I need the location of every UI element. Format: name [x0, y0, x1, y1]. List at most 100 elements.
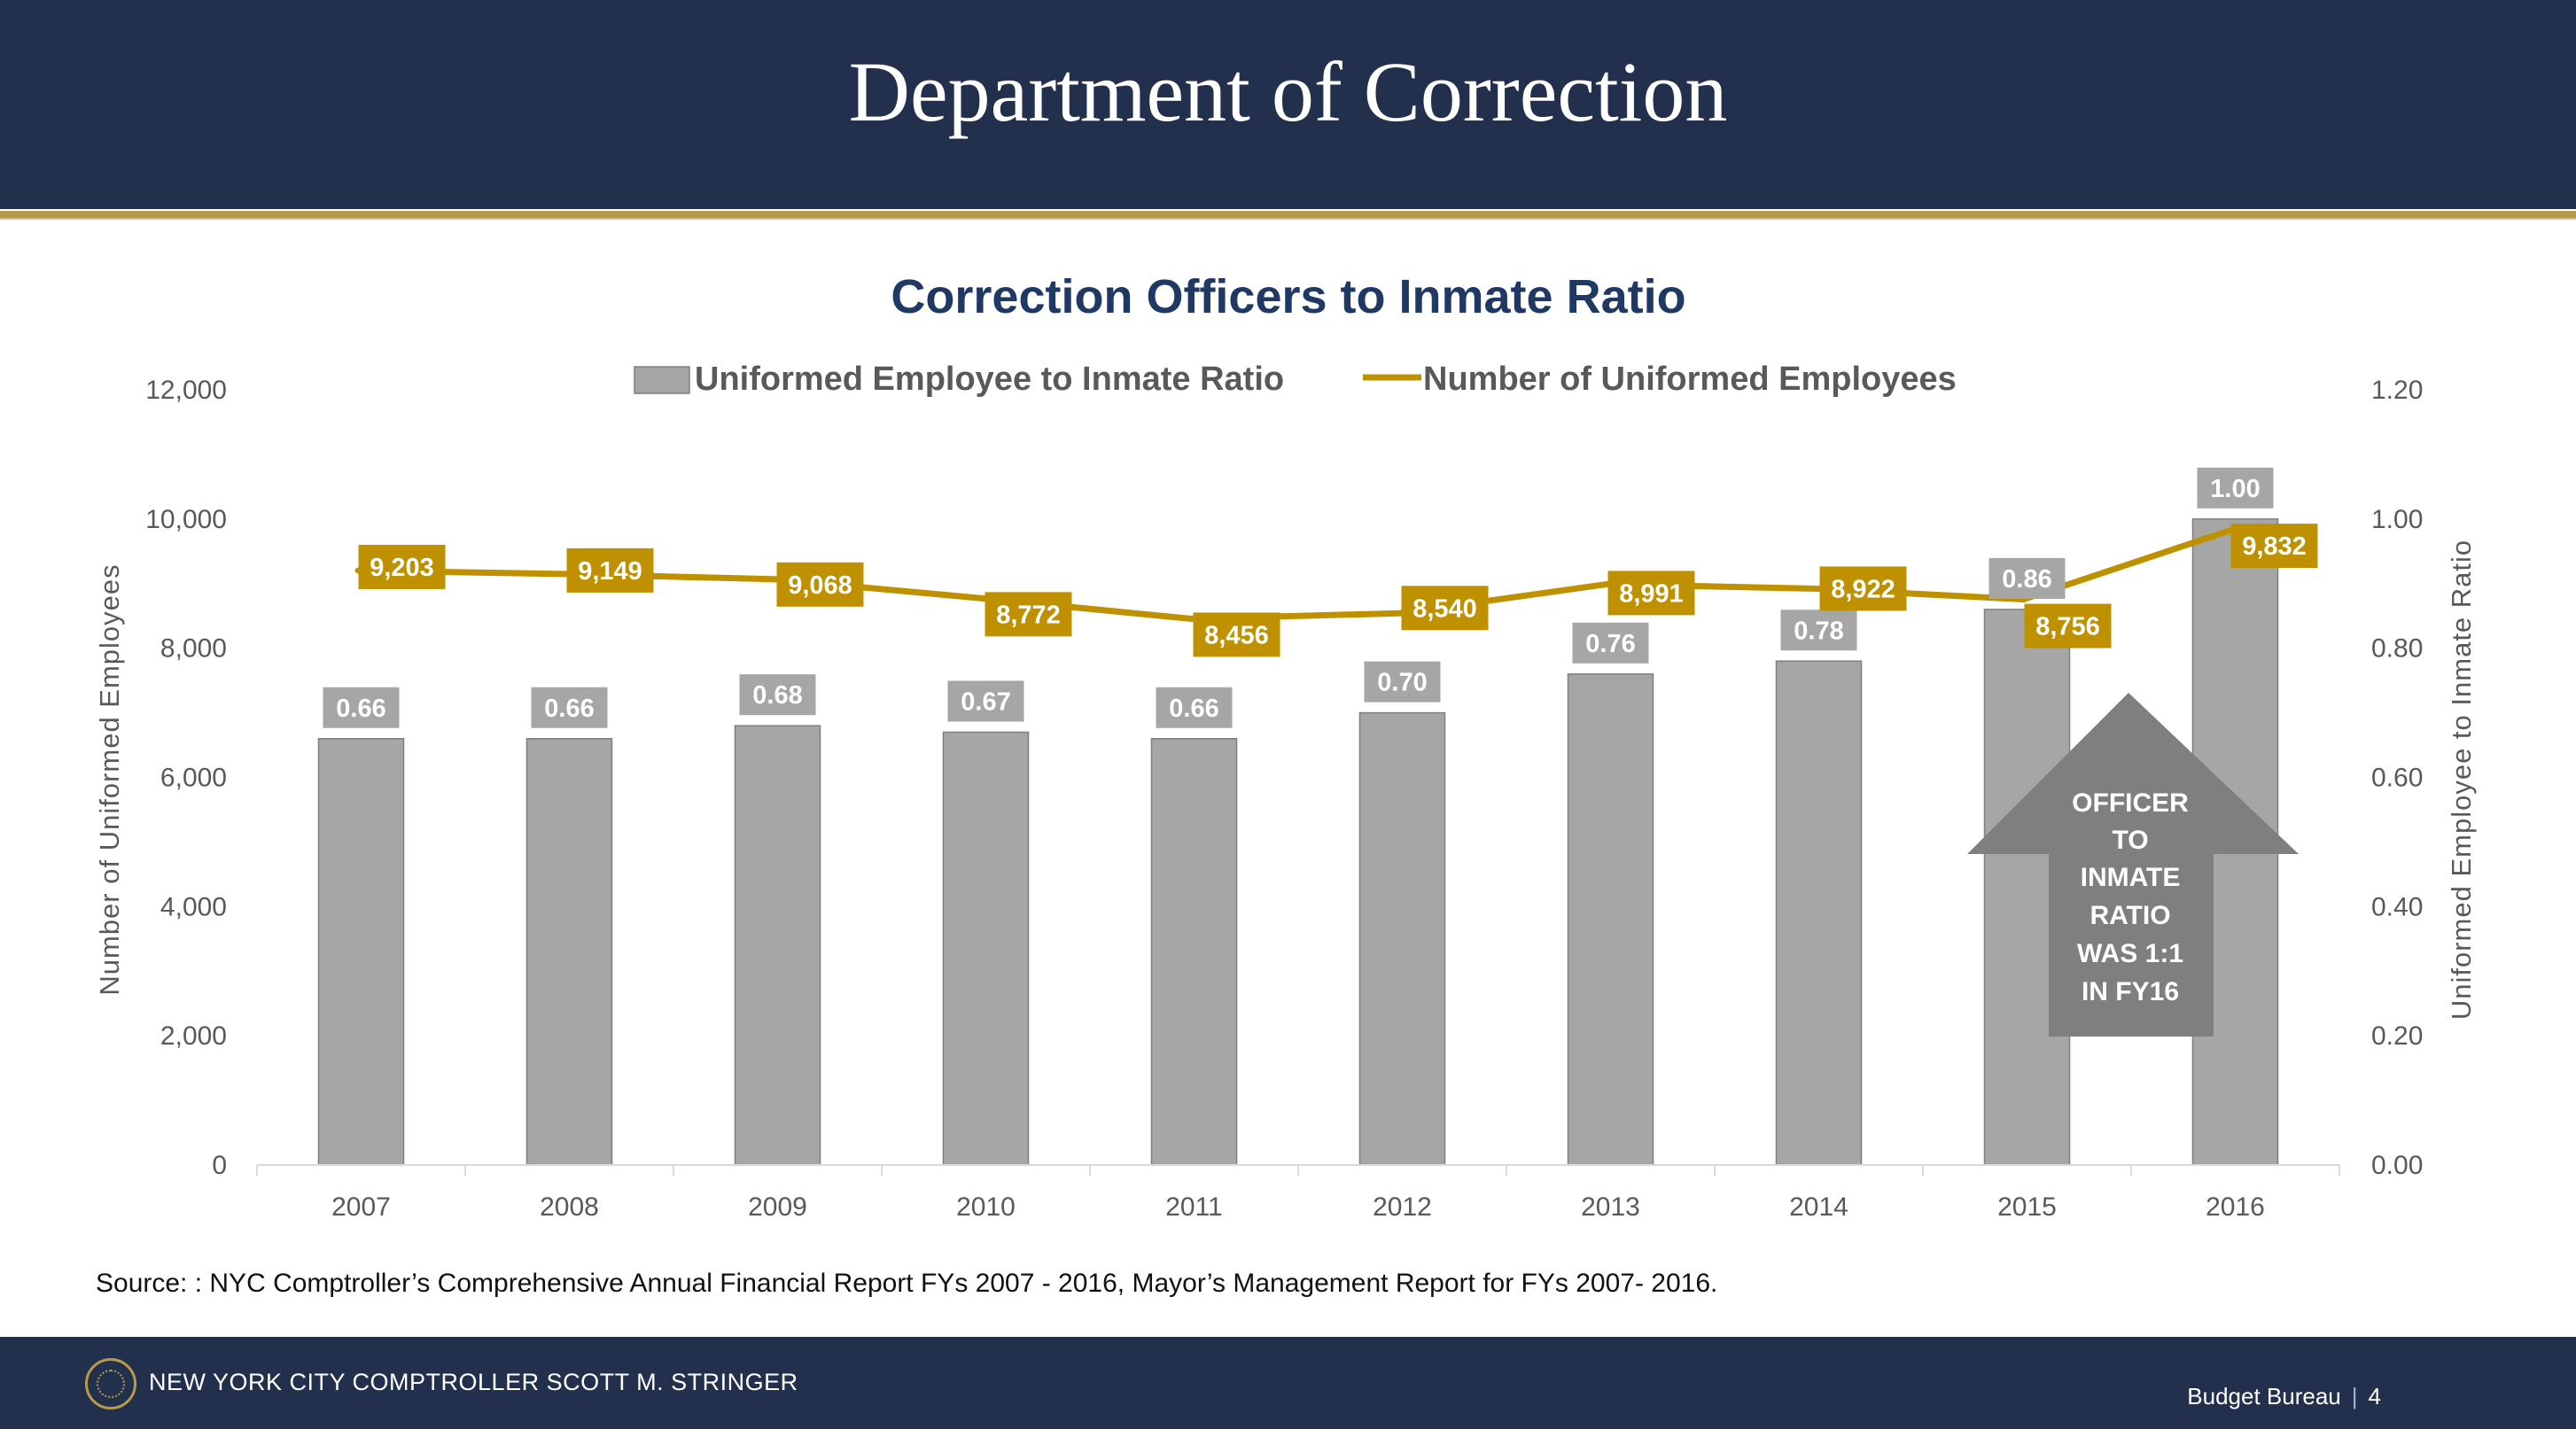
y-right-tick-label: 0.00 — [2371, 1151, 2423, 1180]
bar-ratio — [525, 738, 613, 1166]
comptroller-seal-icon — [85, 1358, 136, 1410]
footer-org-name: NEW YORK CITY COMPTROLLER SCOTT M. STRIN… — [149, 1369, 798, 1395]
footer-separator: | — [2351, 1383, 2358, 1410]
callout-line-1: OFFICER — [2072, 788, 2189, 818]
officer-ratio-callout-arrow: OFFICER TO INMATE RATIO WAS 1:1 IN FY16 — [1967, 693, 2299, 1037]
callout-line-3: INMATE — [2081, 863, 2181, 892]
bar-data-label: 0.86 — [2002, 565, 2051, 594]
bar-data-label: 0.70 — [1377, 669, 1427, 697]
header-bar: Department of Correction — [0, 0, 2576, 209]
callout-line-6: IN FY16 — [2082, 977, 2179, 1006]
x-tick-label: 2013 — [1581, 1192, 1640, 1222]
bar-label-box — [947, 680, 1024, 722]
footer-page-number: 4 — [2368, 1383, 2381, 1410]
y-left-tick-label: 8,000 — [160, 634, 227, 664]
bar-ratio — [942, 731, 1030, 1166]
line-data-label: 8,991 — [1619, 579, 1684, 608]
bar-data-label: 0.68 — [752, 681, 802, 710]
x-tick-label: 2007 — [331, 1192, 391, 1222]
bar-data-label: 0.66 — [544, 695, 594, 723]
y-left-tick-label: 10,000 — [145, 505, 227, 534]
footer-section: Budget Bureau — [2187, 1383, 2341, 1410]
line-point — [1812, 586, 1818, 592]
bar-ratio — [1775, 660, 1863, 1166]
header-gold-rule-light — [0, 218, 2576, 220]
line-data-label: 8,922 — [1831, 575, 1895, 603]
chart-title: Correction Officers to Inmate Ratio — [891, 270, 1685, 323]
y-right-tick-label: 0.40 — [2371, 892, 2423, 921]
line-label-box — [2230, 524, 2318, 569]
line-label-box — [2024, 603, 2112, 648]
line-label-box — [358, 544, 446, 589]
bar-label-box — [1364, 661, 1441, 703]
line-label-box — [1607, 571, 1695, 616]
line-data-label: 9,832 — [2242, 532, 2307, 561]
combo-chart: Correction Officers to Inmate Ratio Unif… — [94, 270, 2477, 1222]
line-label-box — [1819, 566, 1907, 611]
callout-line-5: WAS 1:1 — [2077, 939, 2183, 968]
x-tick-label: 2010 — [956, 1192, 1016, 1222]
callout-line-4: RATIO — [2090, 901, 2170, 930]
bar-label-box — [323, 687, 400, 728]
bar-data-label: 1.00 — [2210, 475, 2260, 503]
line-data-label: 9,203 — [370, 554, 434, 582]
bar-data-label: 0.66 — [336, 695, 385, 723]
bar-label-box — [739, 674, 816, 716]
bar-ratio — [317, 738, 405, 1166]
x-tick-label: 2016 — [2206, 1192, 2265, 1222]
bar-ratio — [1150, 738, 1238, 1166]
chart-legend: Uniformed Employee to Inmate Ratio Numbe… — [634, 361, 1957, 398]
page-title: Department of Correction — [848, 44, 1728, 139]
bar-data-label: 0.66 — [1169, 695, 1218, 723]
line-label-box — [1401, 586, 1489, 631]
callout-line-2: TO — [2112, 826, 2148, 855]
x-tick-label: 2009 — [748, 1192, 807, 1222]
x-tick-label: 2015 — [1997, 1192, 2057, 1222]
header-gold-rule — [0, 211, 2576, 218]
line-label-box — [1193, 612, 1280, 657]
bar-ratio — [734, 725, 821, 1166]
y-right-tick-label: 0.20 — [2371, 1021, 2423, 1051]
bar-label-box — [1780, 610, 1857, 651]
y-left-tick-label: 0 — [212, 1151, 227, 1180]
source-note: Source: : NYC Comptroller’s Comprehensiv… — [96, 1269, 1718, 1298]
line-label-box — [566, 548, 654, 593]
line-point — [1396, 610, 1402, 617]
y-right-tick-label: 1.20 — [2371, 376, 2423, 405]
x-tick-label: 2012 — [1373, 1192, 1432, 1222]
x-tick-label: 2011 — [1165, 1192, 1223, 1222]
bar-label-box — [531, 687, 608, 728]
line-data-label: 8,456 — [1204, 621, 1269, 649]
line-label-box — [984, 592, 1072, 637]
bar-data-label: 0.76 — [1585, 630, 1635, 658]
line-data-label: 9,149 — [578, 557, 642, 586]
bar-ratio — [1358, 711, 1446, 1166]
y-left-tick-label: 4,000 — [160, 892, 227, 921]
callout-arrow-shape — [1967, 693, 2299, 1037]
bar-label-box — [1156, 687, 1233, 728]
y-right-tick-label: 0.80 — [2371, 634, 2423, 664]
line-data-label: 9,068 — [788, 571, 852, 600]
legend-swatch-ratio — [634, 366, 690, 394]
y-right-tick-label: 1.00 — [2371, 505, 2423, 534]
y-left-tick-label: 12,000 — [145, 376, 227, 405]
y-right-tick-label: 0.60 — [2371, 764, 2423, 793]
line-point — [1187, 616, 1194, 622]
bar-data-label: 0.67 — [961, 687, 1010, 716]
line-point — [979, 595, 985, 602]
line-data-label: 8,540 — [1413, 594, 1477, 623]
y-axis-right-label: Uniformed Employee to Inmate Ratio — [2446, 540, 2477, 1020]
y-left-tick-label: 6,000 — [160, 764, 227, 793]
bar-ratio — [1567, 673, 1654, 1166]
bar-label-box — [1572, 622, 1649, 664]
legend-label-employees: Number of Uniformed Employees — [1423, 361, 1957, 398]
legend-label-ratio: Uniformed Employee to Inmate Ratio — [695, 361, 1284, 398]
line-point — [771, 576, 777, 582]
bar-data-label: 0.78 — [1794, 617, 1843, 645]
line-employees — [357, 526, 2233, 622]
line-data-label: 8,772 — [996, 601, 1061, 629]
x-tick-label: 2008 — [540, 1192, 599, 1222]
footer-page-info: Budget Bureau | 4 — [2187, 1383, 2381, 1410]
bar-label-box — [2197, 467, 2274, 509]
bar-label-box — [1988, 557, 2066, 599]
